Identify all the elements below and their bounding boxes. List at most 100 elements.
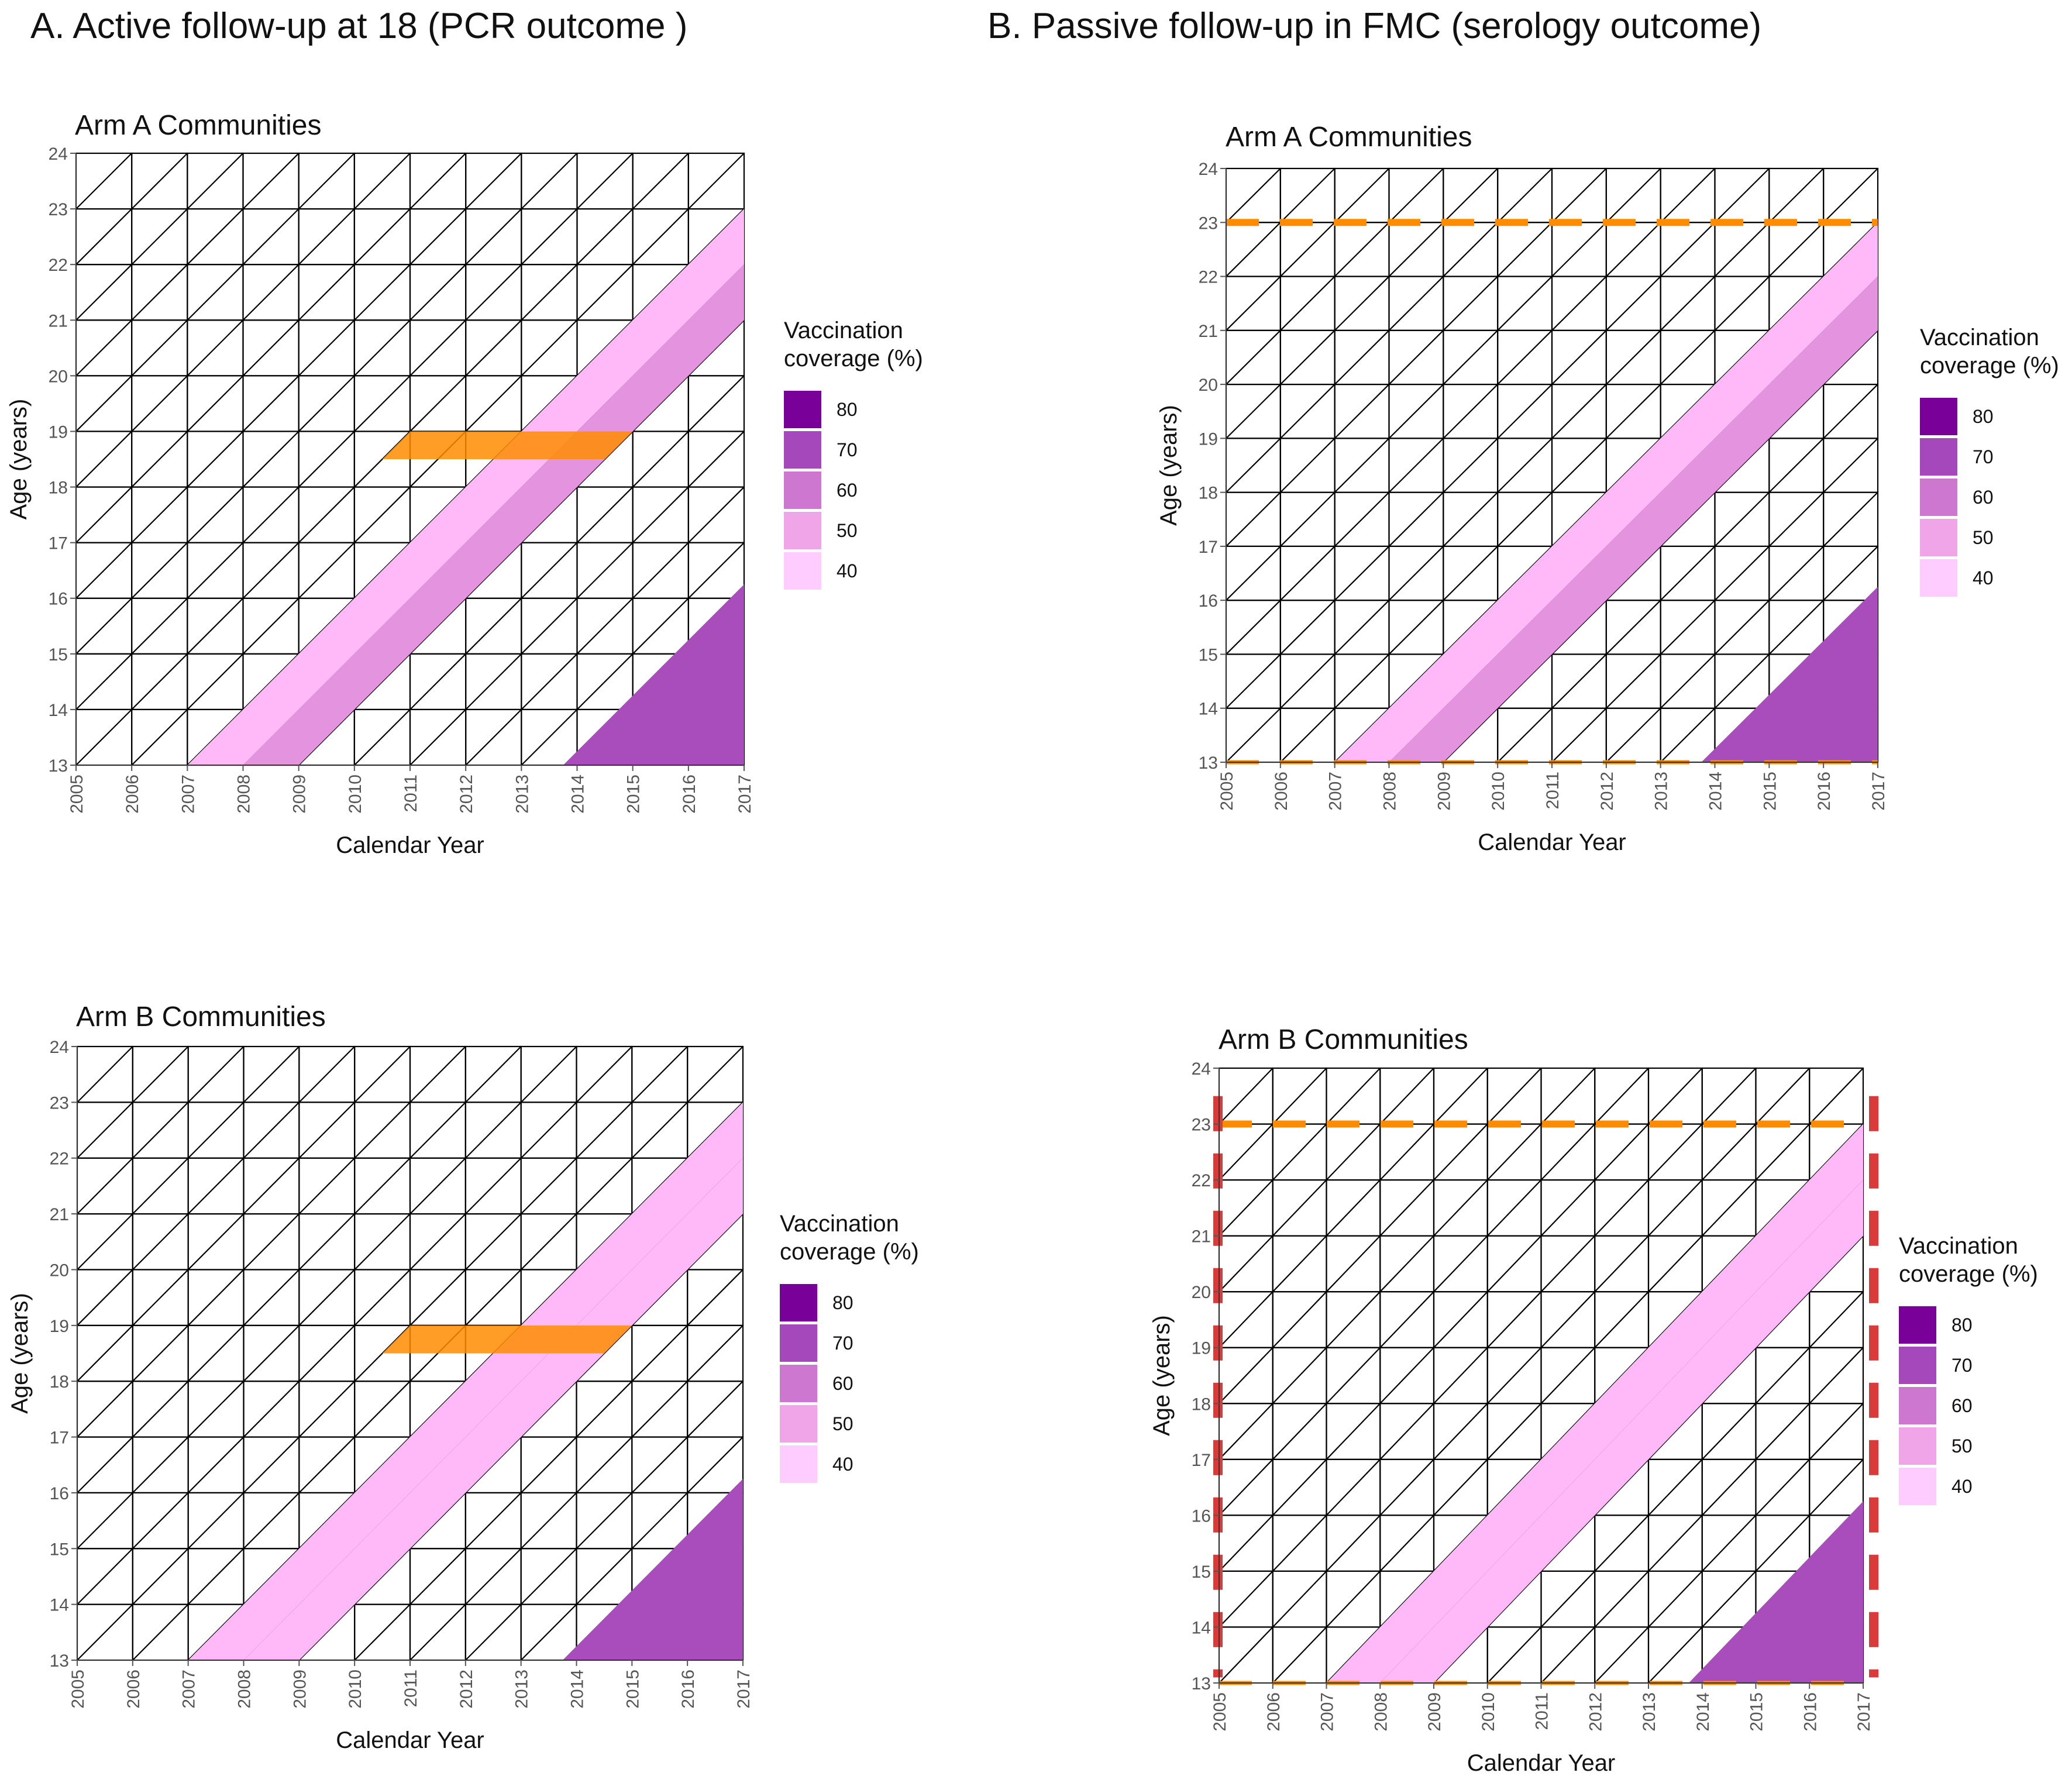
grid-diagonal [1660,276,1716,331]
grid-diagonal [409,653,466,710]
grid-diagonal [1606,168,1661,223]
grid-diagonal [1594,1123,1649,1180]
grid-diagonal [632,597,689,655]
grid-diagonal [688,542,745,599]
grid-diagonal [1326,1235,1381,1292]
grid-diagonal [632,542,689,599]
grid-diagonal [75,319,132,377]
grid-diagonal [187,319,244,377]
grid-diagonal [298,375,355,432]
y-tick-label: 20 [49,367,68,386]
grid-diagonal [1594,1571,1649,1628]
grid-diagonal [132,1269,189,1326]
grid-diagonal [1701,1403,1757,1460]
grid-diagonal [1660,600,1716,655]
x-tick-label: 2010 [1489,772,1508,811]
grid-diagonal [1326,1459,1381,1516]
grid-diagonal [1486,1347,1542,1405]
grid-diagonal [1226,600,1281,655]
grid-diagonal [1768,168,1824,223]
grid-diagonal [632,208,689,265]
x-tick-label: 2009 [290,775,309,814]
grid-diagonal [1379,1068,1434,1125]
grid-diagonal [1486,1235,1542,1292]
cohort-band-75 [563,584,744,765]
y-tick-label: 24 [1199,160,1218,179]
grid-diagonal [1272,1235,1327,1292]
grid-diagonal [465,653,522,710]
x-tick-label: 2011 [1533,1692,1552,1730]
grid-diagonal [1433,1459,1488,1516]
cohort-band-45 [188,1102,743,1660]
legend-label-60: 60 [1973,487,1994,508]
grid-diagonal [187,431,244,488]
grid-diagonal [1809,1459,1864,1516]
grid-diagonal [1226,653,1281,709]
grid-diagonal [1540,1626,1596,1684]
grid-diagonal [465,1269,522,1326]
grid-diagonal [77,1548,133,1605]
legend-label-70: 70 [1951,1355,1973,1376]
y-tick-label: 24 [50,1038,69,1057]
grid-diagonal [75,653,132,710]
y-tick-label: 22 [1192,1171,1211,1190]
grid-diagonal [187,1381,245,1438]
grid-diagonal [298,1102,355,1159]
grid-diagonal [576,542,634,599]
grid-diagonal [1551,384,1607,439]
x-tick-label: 2009 [1434,772,1454,811]
x-tick-label: 2005 [1217,772,1237,811]
grid-diagonal [242,431,300,488]
grid-diagonal [687,1046,744,1103]
x-tick-label: 2007 [1326,772,1345,811]
grid-diagonal [1326,1514,1381,1572]
grid-diagonal [1660,168,1716,223]
grid-diagonal [1280,707,1336,763]
cohort-band-45 [243,1158,743,1660]
grid-diagonal [1823,384,1878,439]
grid-diagonal [1226,491,1281,547]
grid-diagonal [1433,1626,1488,1684]
grid-diagonal [1497,438,1553,493]
grid-diagonal [1540,1068,1596,1125]
grid-diagonal [576,1492,633,1550]
grid-diagonal [75,542,132,599]
y-tick-label: 22 [49,256,68,275]
x-tick-label: 2016 [1801,1692,1820,1732]
grid-diagonal [576,1157,633,1214]
grid-diagonal [1660,330,1716,385]
grid-diagonal [77,1325,133,1382]
chart-title: Arm A Communities [75,110,321,141]
legend-label-40: 40 [1951,1476,1973,1497]
x-tick-label: 2017 [734,1670,753,1709]
grid-diagonal [1497,653,1553,709]
x-tick-label: 2008 [1381,772,1400,811]
y-tick-label: 14 [1192,1618,1211,1637]
grid-diagonal [1497,491,1553,547]
grid-diagonal [77,1436,133,1493]
grid-diagonal [465,1046,522,1103]
grid-diagonal [1486,1626,1542,1684]
grid-diagonal [132,1325,189,1382]
y-tick-label: 18 [50,1372,69,1392]
y-tick-label: 15 [1192,1562,1211,1582]
grid-diagonal [1280,222,1336,277]
grid-diagonal [1768,438,1824,493]
y-tick-label: 20 [1192,1283,1211,1302]
grid-diagonal [576,1381,633,1438]
grid-diagonal [465,1548,522,1605]
grid-diagonal [1486,1571,1542,1628]
grid-diagonal [1497,168,1553,223]
grid-diagonal [409,1213,466,1271]
legend-swatch-40 [1899,1468,1936,1505]
grid-diagonal [298,1325,355,1382]
grid-diagonal [354,1603,411,1661]
grid-diagonal [132,1157,189,1214]
grid-diagonal [1334,384,1390,439]
y-tick-label: 14 [50,1596,69,1615]
legend-label-60: 60 [837,480,858,501]
grid-diagonal [1280,653,1336,709]
grid-diagonal [1648,1514,1703,1572]
y-tick-label: 23 [1199,214,1218,233]
grid-diagonal [1443,491,1498,547]
